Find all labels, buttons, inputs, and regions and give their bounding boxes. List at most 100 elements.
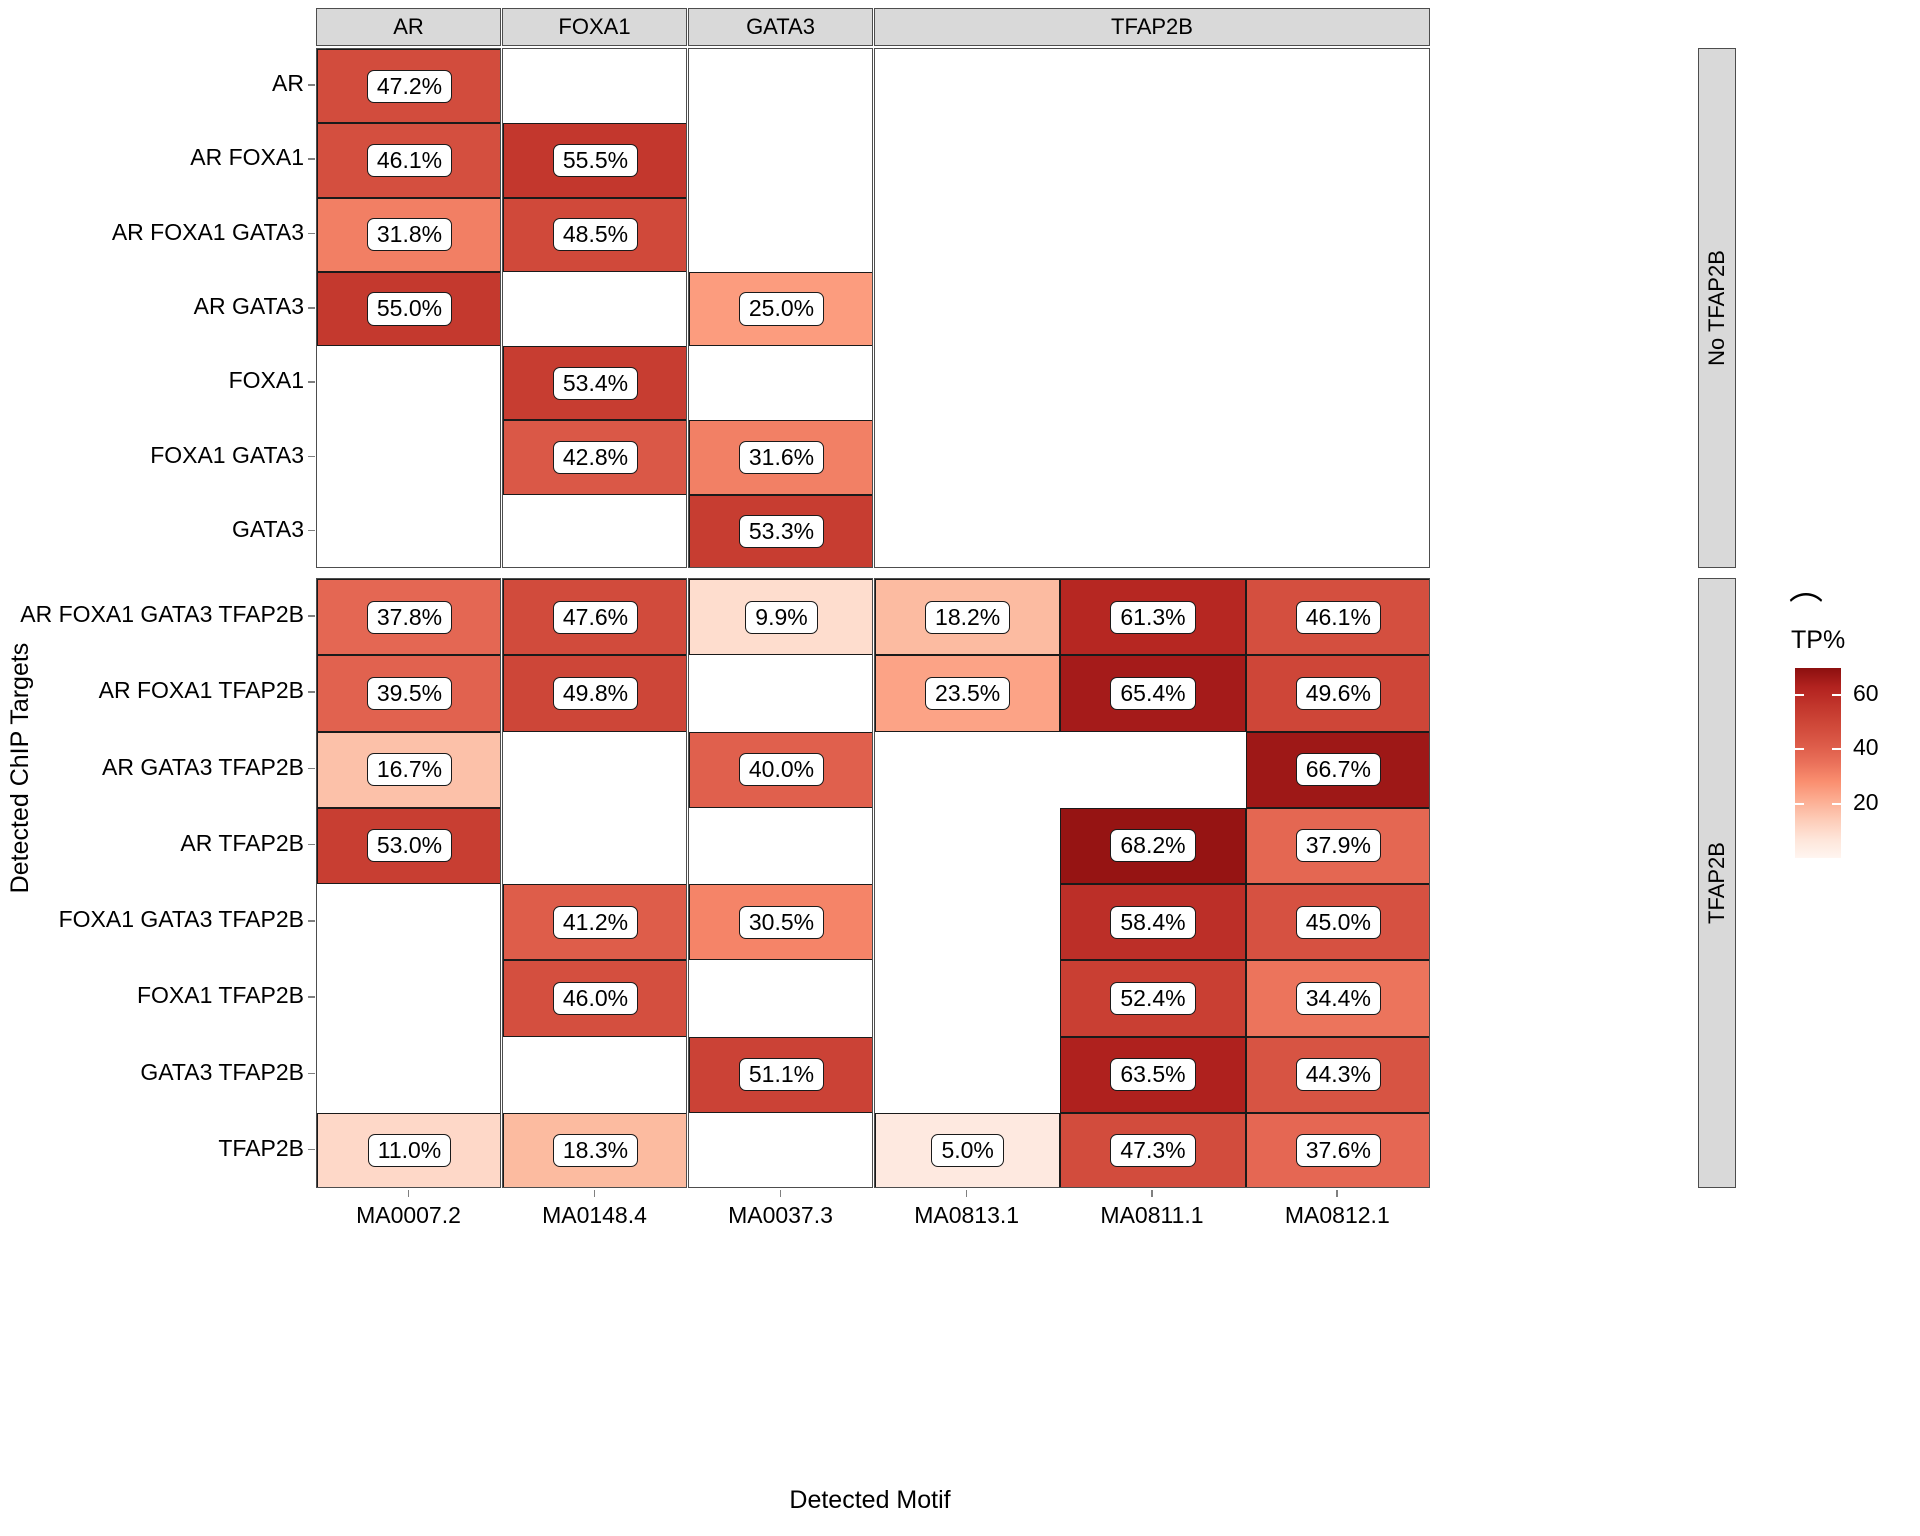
heatmap-cell[interactable]: 44.3% [1245, 1036, 1429, 1113]
y-tick-mark [308, 381, 315, 383]
heatmap-cell[interactable]: 49.6% [1245, 655, 1429, 732]
cell-value-label: 39.5% [366, 676, 453, 710]
heatmap-cell[interactable]: 46.0% [503, 960, 686, 1037]
heatmap-cell[interactable]: 45.0% [1245, 884, 1429, 961]
cell-value-label: 61.3% [1110, 600, 1196, 634]
cell-value-label: 31.8% [366, 218, 453, 252]
heatmap-cell[interactable]: 47.3% [1060, 1112, 1246, 1187]
y-tick-mark [308, 1148, 315, 1151]
panel-foxa1-tfap2b: 47.6% 49.8% 41.2% 46.0% 18.3% [502, 578, 687, 1188]
heatmap-cell[interactable]: 18.2% [875, 579, 1061, 656]
legend-title: TP% [1791, 626, 1846, 654]
x-tick-mark [1151, 1190, 1153, 1197]
cell-value-label: 40.0% [738, 753, 825, 787]
panel-tfap2b-no-tfap2b [874, 48, 1430, 568]
y-tick-mark [308, 84, 315, 86]
heatmap-cell[interactable]: 49.8% [503, 655, 686, 732]
heatmap-cell[interactable]: 31.6% [689, 420, 872, 495]
cell-value-label: 47.3% [1110, 1134, 1196, 1168]
y-tick-label: AR GATA3 [193, 293, 304, 319]
heatmap-cell[interactable]: 40.0% [689, 731, 872, 808]
cell-value-label: 65.4% [1110, 676, 1196, 710]
y-tick-mark [308, 455, 315, 458]
heatmap-cell[interactable]: 30.5% [689, 884, 872, 961]
heatmap-cell[interactable]: 34.4% [1245, 960, 1429, 1037]
heatmap-cell[interactable]: 39.5% [317, 655, 500, 732]
cell-value-label: 18.2% [925, 600, 1011, 634]
heatmap-cell[interactable]: 9.9% [689, 579, 872, 656]
cell-value-label: 34.4% [1295, 981, 1381, 1015]
heatmap-cell[interactable]: 11.0% [317, 1112, 500, 1187]
cell-value-label: 42.8% [552, 440, 639, 475]
cell-value-label: 45.0% [1295, 905, 1381, 939]
heatmap-cell[interactable]: 53.0% [317, 807, 500, 884]
y-tick-label: AR FOXA1 GATA3 [111, 218, 304, 245]
cell-value-label: 37.6% [1295, 1134, 1381, 1168]
heatmap-cell[interactable]: 55.5% [503, 123, 686, 198]
y-tick-mark [308, 1072, 315, 1075]
heatmap-cell[interactable]: 55.0% [317, 271, 500, 347]
y-tick-label: FOXA1 GATA3 [150, 441, 304, 468]
heatmap-cell[interactable]: 37.9% [1245, 807, 1429, 884]
heatmap-cell[interactable]: 16.7% [317, 731, 500, 808]
x-tick-label: MA0811.1 [1100, 1202, 1204, 1228]
heatmap-cell[interactable]: 37.6% [1245, 1112, 1429, 1187]
column-strip-tfap2b: TFAP2B [874, 8, 1430, 46]
column-strip-label: AR [393, 14, 424, 39]
cell-value-label: 23.5% [925, 676, 1011, 710]
x-tick-mark [779, 1190, 781, 1197]
heatmap-cell[interactable]: 41.2% [503, 884, 686, 961]
y-tick-label: AR TFAP2B [180, 829, 304, 856]
cell-value-label: 48.5% [552, 218, 639, 252]
panel-foxa1-no-tfap2b: 55.5% 48.5% 53.4% 42.8% [502, 48, 687, 568]
legend-tick-mark [1795, 694, 1804, 697]
heatmap-cell[interactable]: 5.0% [875, 1112, 1061, 1187]
heatmap-cell[interactable]: 47.2% [317, 49, 500, 124]
row-strip-label: TFAP2B [1704, 842, 1730, 924]
cell-value-label: 44.3% [1295, 1058, 1381, 1092]
x-tick-label: MA0007.2 [356, 1202, 461, 1228]
heatmap-cell[interactable]: 51.1% [689, 1036, 872, 1113]
cell-value-label: 51.1% [738, 1058, 825, 1092]
heatmap-cell[interactable]: 18.3% [503, 1112, 686, 1187]
heatmap-cell[interactable]: 25.0% [689, 271, 872, 347]
y-tick-label: AR [272, 70, 304, 97]
legend-tick-mark [1832, 748, 1841, 751]
heatmap-cell[interactable]: 23.5% [875, 655, 1061, 732]
heatmap-cell[interactable]: 53.4% [503, 346, 686, 421]
legend-title-accent: ⌒ [1789, 592, 1823, 630]
cell-value-label: 63.5% [1110, 1058, 1196, 1092]
panel-ar-tfap2b: 37.8% 39.5% 16.7% 53.0% 11.0% [316, 578, 501, 1188]
cell-value-label: 53.4% [552, 366, 639, 400]
heatmap-cell[interactable]: 42.8% [503, 420, 686, 495]
heatmap-cell[interactable]: 53.3% [689, 494, 872, 567]
heatmap-cell[interactable]: 66.7% [1245, 731, 1429, 808]
x-tick-label: MA0037.3 [728, 1202, 833, 1228]
heatmap-cell[interactable]: 31.8% [317, 197, 500, 272]
y-tick-mark [308, 158, 315, 160]
y-tick-mark [308, 843, 315, 846]
heatmap-cell[interactable]: 61.3% [1060, 579, 1246, 656]
cell-value-label: 46.1% [1295, 600, 1381, 634]
heatmap-cell[interactable]: 37.8% [317, 579, 500, 656]
heatmap-cell[interactable]: 65.4% [1060, 655, 1246, 732]
y-tick-label: AR FOXA1 GATA3 TFAP2B [20, 601, 304, 628]
x-tick-mark [593, 1190, 595, 1197]
heatmap-cell[interactable]: 58.4% [1060, 884, 1246, 961]
cell-value-label: 16.7% [366, 753, 453, 787]
cell-value-label: 55.5% [552, 143, 639, 177]
heatmap-cell[interactable]: 68.2% [1060, 807, 1246, 884]
heatmap-cell[interactable]: 48.5% [503, 197, 686, 272]
heatmap-cell[interactable]: 47.6% [503, 579, 686, 656]
cell-value-label: 49.8% [552, 676, 639, 710]
heatmap-cell[interactable]: 52.4% [1060, 960, 1246, 1037]
heatmap-cell[interactable]: 46.1% [1245, 579, 1429, 656]
column-strip-foxa1: FOXA1 [502, 8, 687, 46]
heatmap-cell[interactable]: 46.1% [317, 123, 500, 198]
x-tick-label: MA0148.4 [542, 1202, 647, 1228]
cell-value-label: 66.7% [1295, 753, 1381, 787]
legend-tick-mark [1795, 748, 1804, 751]
heatmap-cell[interactable]: 63.5% [1060, 1036, 1246, 1113]
